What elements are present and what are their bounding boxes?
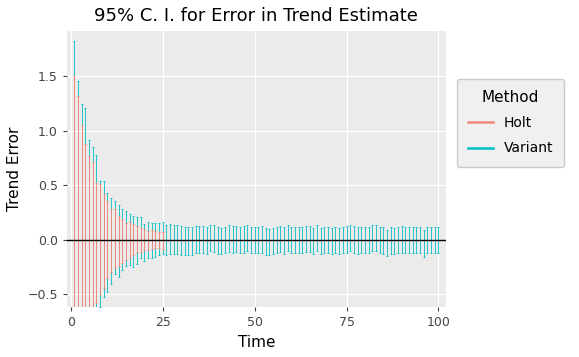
Title: 95% C. I. for Error in Trend Estimate: 95% C. I. for Error in Trend Estimate — [94, 7, 419, 25]
X-axis label: Time: Time — [237, 335, 275, 350]
Y-axis label: Trend Error: Trend Error — [7, 127, 22, 211]
Legend: Holt, Variant: Holt, Variant — [457, 79, 565, 167]
